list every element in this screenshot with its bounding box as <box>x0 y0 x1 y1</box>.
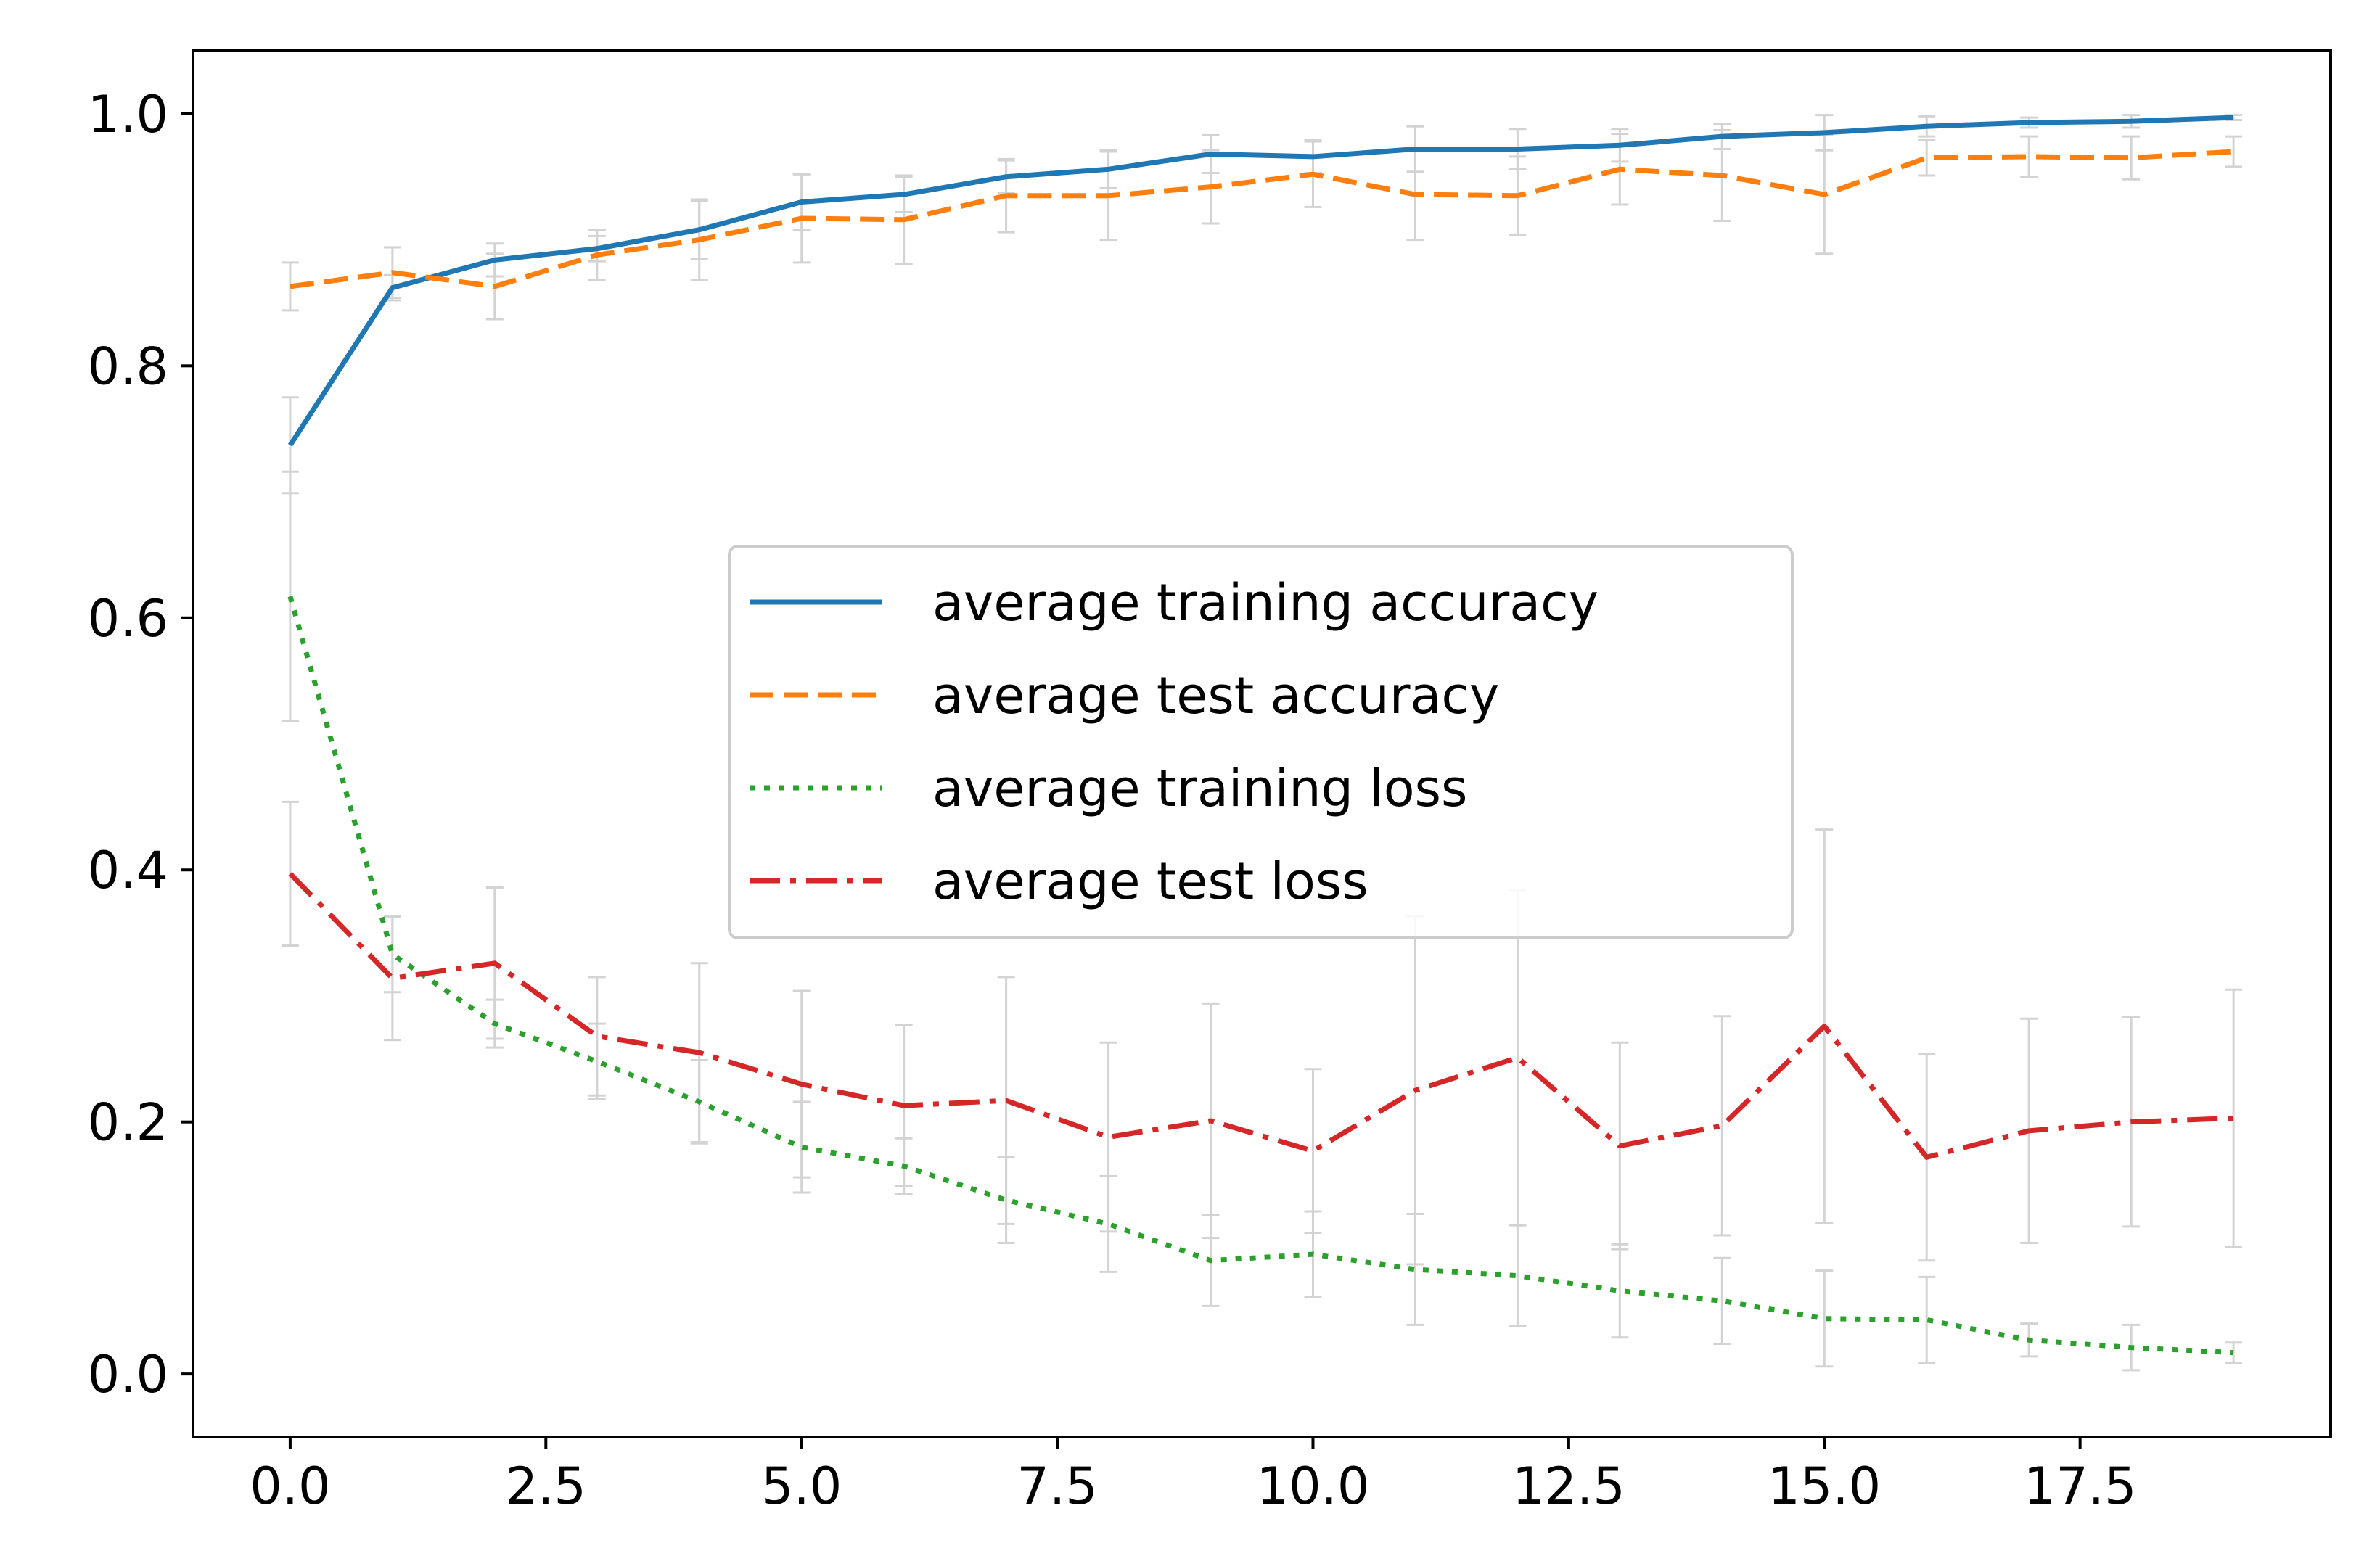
legend-label: average training loss <box>932 759 1467 818</box>
x-tick-label: 2.5 <box>506 1457 586 1516</box>
y-tick-label: 0.2 <box>88 1093 168 1153</box>
x-axis: 0.0 2.5 5.0 7.5 10.0 12.5 15.0 17.5 <box>250 1437 2137 1516</box>
errorbar <box>383 915 401 1042</box>
errorbar <box>1099 1041 1117 1233</box>
x-tick-label: 5.0 <box>761 1457 842 1516</box>
errorbar <box>2122 135 2141 181</box>
errorbar <box>1815 1269 1834 1368</box>
errorbar <box>1713 1256 1731 1345</box>
x-tick-label: 15.0 <box>1768 1457 1881 1516</box>
errorbar <box>1918 139 1936 177</box>
y-tick-label: 0.4 <box>88 841 168 900</box>
series-line <box>290 149 2234 289</box>
series-line <box>287 115 2234 447</box>
y-tick-label: 0.0 <box>88 1345 168 1404</box>
x-tick-label: 0.0 <box>250 1457 330 1516</box>
errorbar <box>1918 1275 1936 1364</box>
errorbar <box>2225 135 2243 168</box>
errorbar <box>1713 1015 1731 1237</box>
y-tick-label: 0.6 <box>88 589 168 649</box>
errorbar <box>2020 135 2038 178</box>
y-axis: 0.0 0.2 0.4 0.6 0.8 1.0 <box>88 85 193 1404</box>
legend-label: average test accuracy <box>932 666 1499 725</box>
x-tick-label: 7.5 <box>1017 1457 1097 1516</box>
legend-label: average test loss <box>932 852 1368 911</box>
x-tick-label: 17.5 <box>2024 1457 2137 1516</box>
errorbar <box>588 976 606 1097</box>
y-tick-label: 1.0 <box>88 85 168 144</box>
plot-frame <box>192 49 2332 1438</box>
legend-label: average training accuracy <box>932 573 1599 633</box>
errorbars-layer <box>281 114 2243 1372</box>
series-layer <box>287 115 2234 1356</box>
legend-box <box>728 545 1794 939</box>
y-tick-label: 0.8 <box>88 337 168 396</box>
x-tick-label: 10.0 <box>1257 1457 1370 1516</box>
legend: average training accuracy average test ac… <box>728 545 1794 939</box>
x-tick-label: 12.5 <box>1512 1457 1625 1516</box>
errorbar <box>1304 1068 1322 1235</box>
